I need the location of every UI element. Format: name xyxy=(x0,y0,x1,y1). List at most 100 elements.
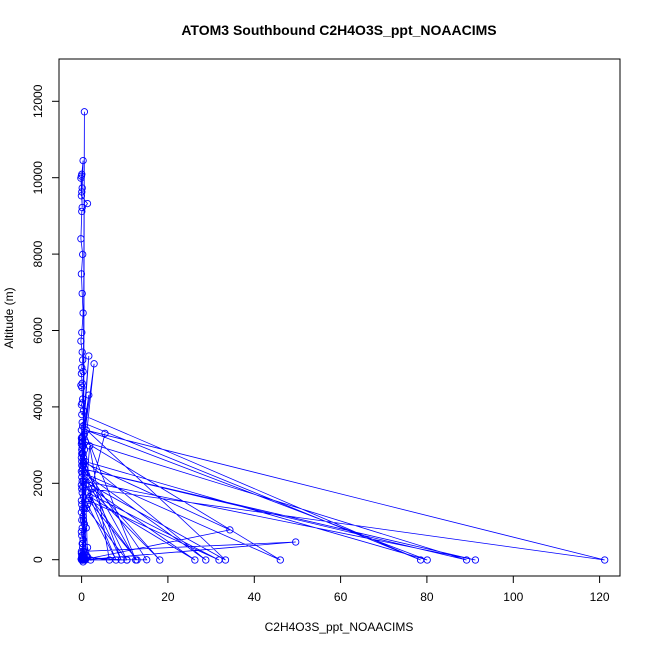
data-point xyxy=(79,309,87,317)
data-point xyxy=(78,289,86,298)
data-point xyxy=(215,556,223,564)
data-point xyxy=(78,207,86,216)
data-point xyxy=(78,434,86,442)
data-point xyxy=(601,556,609,564)
y-ticks xyxy=(52,100,59,561)
data-point xyxy=(85,352,93,360)
data-point xyxy=(78,348,86,356)
data-point xyxy=(85,496,93,505)
data-point xyxy=(79,536,87,544)
x-tick-label: 0 xyxy=(78,590,85,604)
data-point xyxy=(80,446,89,454)
y-tick-label: 12000 xyxy=(31,84,45,118)
data-point xyxy=(462,556,471,564)
data-point xyxy=(83,543,92,552)
data-point xyxy=(276,556,284,564)
data-point xyxy=(81,465,89,473)
data-point xyxy=(79,442,87,450)
data-point xyxy=(79,356,87,364)
data-point xyxy=(78,203,86,212)
data-point xyxy=(78,438,86,446)
data-point xyxy=(77,270,86,278)
data-point xyxy=(226,526,234,534)
data-point xyxy=(82,524,90,532)
data-point xyxy=(79,556,88,564)
x-tick-label: 100 xyxy=(503,590,523,604)
x-tick-label: 60 xyxy=(334,590,348,604)
y-axis: 0 2000 4000 6000 8000 10000 12000 xyxy=(31,84,60,563)
data-point xyxy=(80,469,89,477)
data-point xyxy=(80,430,89,438)
data-point xyxy=(78,328,86,337)
data-point xyxy=(101,429,109,438)
data-point xyxy=(117,556,125,564)
data-point xyxy=(82,426,90,434)
data-point xyxy=(79,516,88,524)
data-point xyxy=(83,500,92,509)
data-point xyxy=(191,556,199,564)
data-point xyxy=(78,457,86,466)
data-point xyxy=(105,556,114,564)
x-axis-label: C2H4O3S_ppt_NOAACIMS xyxy=(265,620,414,634)
data-point xyxy=(78,364,86,372)
data-point xyxy=(85,391,93,399)
data-point xyxy=(88,485,96,493)
data-point xyxy=(79,407,88,415)
data-point xyxy=(86,442,94,450)
data-point xyxy=(123,556,131,564)
data-point xyxy=(79,465,87,473)
data-point xyxy=(78,170,86,178)
data-point xyxy=(80,108,89,116)
data-point xyxy=(156,556,164,564)
data-point xyxy=(78,383,86,391)
data-point xyxy=(79,250,87,259)
data-point xyxy=(77,481,86,489)
data-point xyxy=(82,504,91,513)
data-point xyxy=(79,156,87,165)
data-point xyxy=(471,556,480,564)
data-point xyxy=(81,457,89,466)
data-point xyxy=(90,360,98,368)
data-point xyxy=(78,500,86,509)
y-tick-label: 6000 xyxy=(31,317,45,344)
chart-title: ATOM3 Southbound C2H4O3S_ppt_NOAACIMS xyxy=(181,22,496,38)
data-point xyxy=(77,528,86,536)
y-tick-label: 2000 xyxy=(31,470,45,497)
y-tick-label: 10000 xyxy=(31,161,45,195)
data-point xyxy=(79,461,87,470)
data-point xyxy=(77,235,85,243)
data-point xyxy=(78,418,86,427)
data-point xyxy=(78,524,86,532)
x-ticks xyxy=(81,576,601,583)
x-axis: 0 20 40 60 80 100 120 xyxy=(78,575,610,604)
data-point xyxy=(78,410,86,419)
x-tick-label: 40 xyxy=(248,590,262,604)
data-point xyxy=(133,556,141,564)
data-point xyxy=(84,489,92,497)
data-point xyxy=(78,473,86,481)
data-point xyxy=(77,337,85,345)
data-point xyxy=(292,538,300,546)
data-point xyxy=(77,192,86,200)
data-point xyxy=(82,481,90,489)
data-point xyxy=(83,199,92,208)
data-point xyxy=(79,367,87,376)
data-point xyxy=(77,174,85,182)
x-tick-label: 20 xyxy=(161,590,175,604)
data-point xyxy=(86,493,94,501)
data-point xyxy=(78,450,86,458)
y-axis-label: Altitude (m) xyxy=(2,287,16,348)
data-point xyxy=(77,369,86,378)
x-tick-label: 80 xyxy=(420,590,434,604)
data-point xyxy=(78,489,86,497)
data-point xyxy=(79,551,87,559)
data-point xyxy=(143,556,151,564)
data-point xyxy=(78,184,86,192)
y-tick-labels: 0 2000 4000 6000 8000 10000 12000 xyxy=(31,84,45,563)
data-point xyxy=(79,453,88,462)
data-point xyxy=(79,555,87,563)
series-layer xyxy=(77,108,609,566)
data-point xyxy=(202,556,210,564)
data-point xyxy=(78,532,86,540)
